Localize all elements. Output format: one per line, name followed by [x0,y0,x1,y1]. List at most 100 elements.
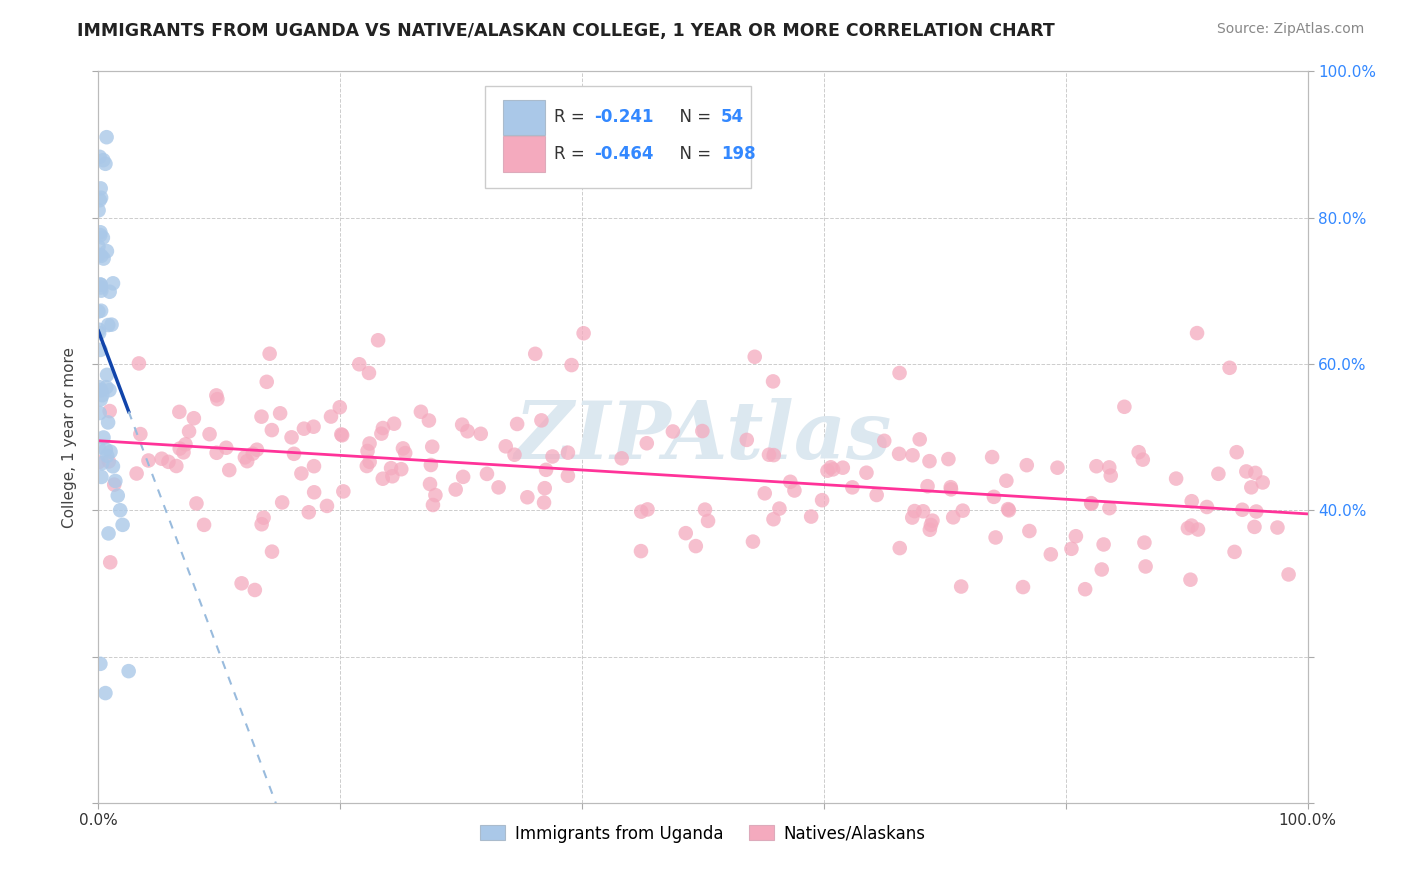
Point [91,388,114,402]
Point [800,509,823,524]
Point [516,490,538,504]
Point [1091,562,1114,576]
Point [96,380,118,394]
Point [1132,452,1154,467]
Text: R =: R = [554,109,591,127]
Point [252,510,274,524]
Point [873,434,896,448]
Point [901,448,924,462]
Point [889,541,911,555]
Point [107,489,129,503]
Point [1177,521,1199,535]
Point [1074,582,1097,597]
Point [1181,518,1204,533]
Point [183,411,205,425]
Point [150,451,173,466]
Point [630,544,652,558]
Point [97,526,120,541]
Point [108,503,131,517]
Point [236,454,259,468]
Point [91,456,114,470]
Point [1243,520,1265,534]
Point [256,375,278,389]
FancyBboxPatch shape [503,100,544,135]
Point [662,425,685,439]
Point [90,303,112,318]
Point [685,539,707,553]
Point [997,502,1019,516]
Point [495,439,517,453]
Point [779,475,801,489]
Point [420,440,443,454]
Point [243,582,266,597]
Point [524,347,547,361]
Point [422,498,444,512]
Point [118,664,141,678]
Point [1195,500,1218,514]
Point [90,280,112,294]
Point [89,193,111,207]
Point [758,448,780,462]
Point [1098,501,1121,516]
Point [1164,472,1187,486]
Point [218,463,240,477]
Point [90,383,112,397]
Point [356,444,378,458]
Point [389,462,412,476]
Point [330,427,353,442]
Point [89,228,111,243]
Point [831,460,853,475]
Point [572,326,595,341]
Point [100,444,122,458]
Point [94,157,117,171]
Point [177,425,200,439]
Point [981,450,1004,464]
Point [260,544,283,558]
Point [370,426,392,441]
Point [444,483,467,497]
Point [97,318,120,332]
Point [96,368,118,382]
Point [754,486,776,500]
Point [419,458,441,472]
Point [1099,468,1122,483]
Point [100,318,122,332]
Point [693,502,716,516]
Point [90,191,112,205]
Point [89,225,111,239]
Point [367,333,389,347]
Point [762,448,785,462]
Point [541,450,564,464]
Point [557,445,579,459]
Point [1277,567,1299,582]
Point [488,480,510,494]
Point [533,495,555,509]
Point [292,422,315,436]
Point [330,428,353,442]
Point [952,503,974,517]
Point [817,464,839,478]
Point [101,459,124,474]
Point [1133,535,1156,549]
Point [1226,445,1249,459]
Point [89,150,111,164]
Point [89,657,111,671]
Point [918,454,941,468]
Point [129,427,152,442]
Point [87,203,110,218]
Point [995,474,1018,488]
Point [1185,326,1208,340]
Point [380,461,402,475]
Point [1267,520,1289,534]
Point [186,496,208,510]
Point [371,421,394,435]
Point [394,446,416,460]
Point [506,417,529,431]
Point [290,467,312,481]
Point [207,392,229,406]
Point [912,504,935,518]
Point [89,343,111,357]
Point [94,442,117,457]
Point [1246,504,1268,518]
Point [637,502,659,516]
